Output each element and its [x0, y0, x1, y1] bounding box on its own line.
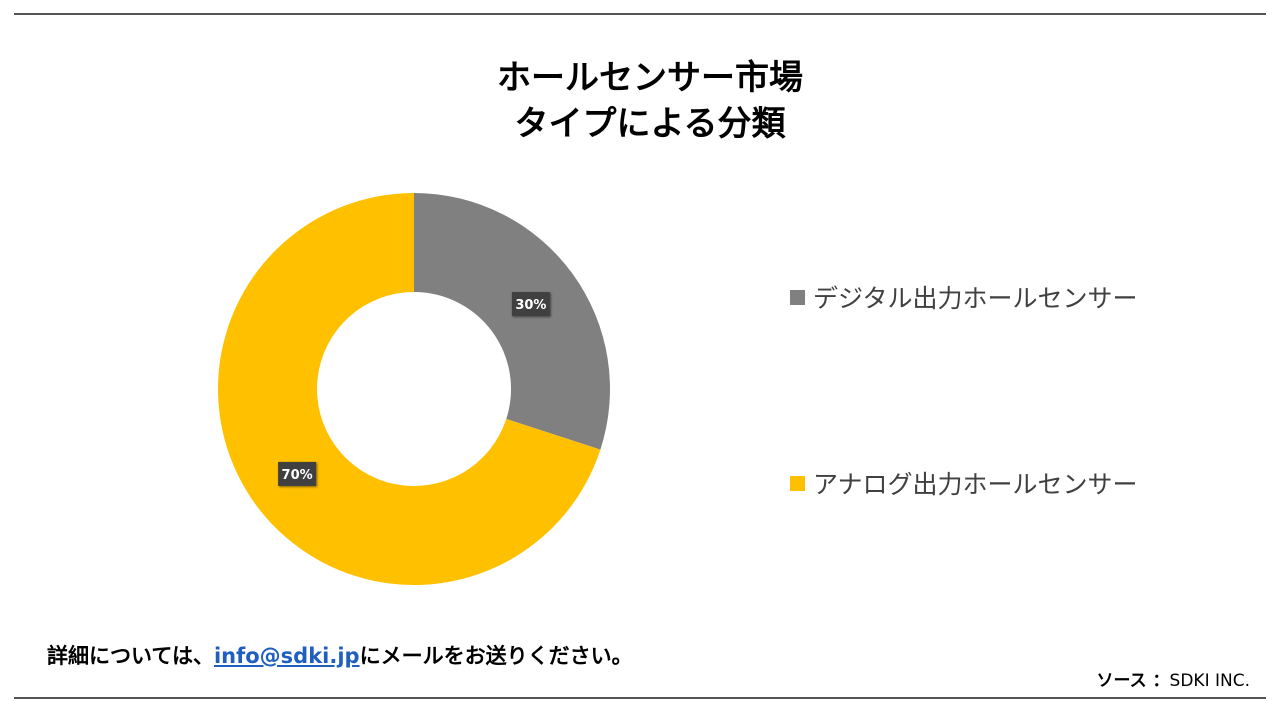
- contact-note-prefix: 詳細については、: [47, 644, 214, 668]
- bottom-divider: [14, 697, 1266, 699]
- top-divider: [14, 13, 1266, 15]
- contact-note-suffix: にメールをお送りください。: [359, 644, 633, 668]
- slice-label-text-digital: 30%: [515, 298, 546, 313]
- legend-label-analog: アナログ出力ホールセンサー: [813, 470, 1138, 499]
- slice-label-box-analog: [278, 461, 317, 486]
- donut-slice-analog: [218, 193, 601, 585]
- slice-label-box-digital: [511, 292, 550, 317]
- slice-label-text-analog: 70%: [282, 468, 313, 483]
- chart-title-line-2: タイプによる分類: [514, 104, 786, 144]
- source-value: SDKI INC.: [1169, 671, 1250, 691]
- contact-email-link[interactable]: info@sdki.jp: [213, 644, 360, 668]
- legend-swatch-analog: [790, 475, 805, 491]
- source-credit: ソース ：SDKI INC.: [1096, 666, 1250, 691]
- legend-item-digital: デジタル出力ホールセンサー: [790, 279, 1138, 315]
- slice-label-analog: 70%: [278, 461, 317, 486]
- source-label: ソース ：: [1096, 671, 1170, 691]
- contact-note: 詳細については、info@sdki.jpにメールをお送りください。: [47, 640, 633, 670]
- legend-swatch-digital: [790, 289, 805, 305]
- donut-slice-digital: [414, 193, 610, 450]
- chart-title: ホールセンサー市場 タイプによる分類: [0, 55, 1280, 147]
- legend-label-digital: デジタル出力ホールセンサー: [813, 284, 1138, 313]
- chart-title-line-1: ホールセンサー市場: [497, 58, 803, 98]
- slice-label-digital: 30%: [511, 292, 550, 317]
- legend-item-analog: アナログ出力ホールセンサー: [790, 465, 1138, 501]
